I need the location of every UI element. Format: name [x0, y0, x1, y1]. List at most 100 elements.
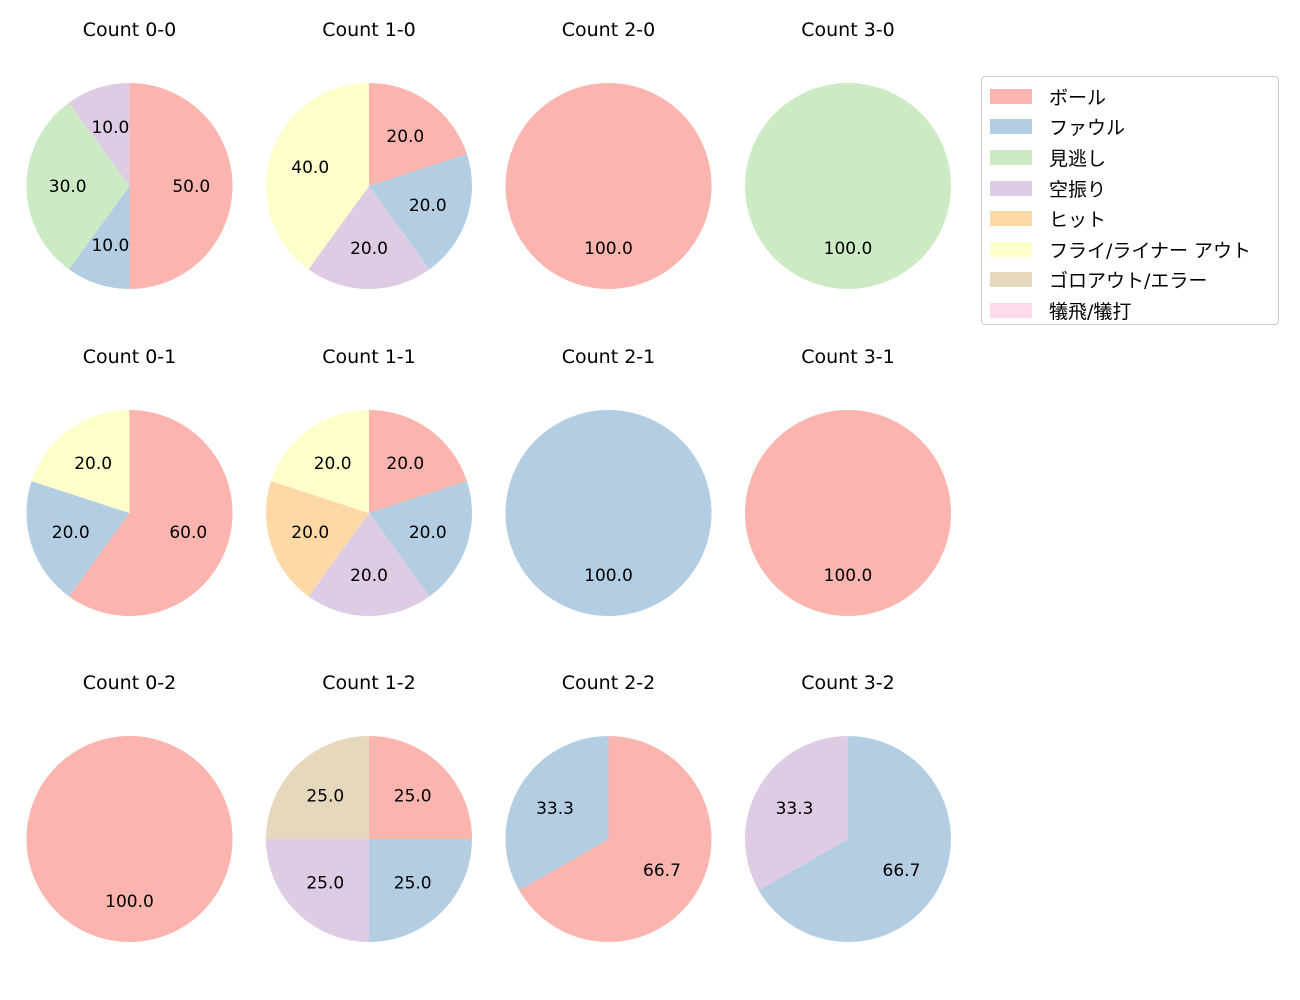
- legend-swatch: [990, 180, 1032, 196]
- slice-value-label: 33.3: [536, 799, 574, 819]
- pie-count-1-0: Count 1-0 20.0 20.0 20.0 40.0: [266, 19, 473, 289]
- legend-label: 空振り: [1049, 178, 1107, 201]
- slice-value-label: 100.0: [584, 566, 633, 586]
- legend-label: ボール: [1049, 86, 1107, 109]
- pie-slice-6: [266, 83, 369, 270]
- legend-swatch: [990, 302, 1032, 318]
- pie-count-0-0: Count 0-0 50.0 10.0 30.0 10.0: [26, 19, 233, 289]
- pie-title: Count 0-0: [83, 19, 177, 41]
- slice-value-label: 10.0: [91, 236, 129, 256]
- pie-count-2-1: Count 2-1 100.0: [505, 346, 712, 616]
- slice-value-label: 40.0: [291, 158, 329, 178]
- slice-value-label: 25.0: [394, 874, 432, 894]
- pie-count-1-1: Count 1-1 20.0 20.0 20.0 20.0 20.0: [266, 346, 472, 616]
- slice-value-label: 25.0: [306, 786, 344, 806]
- slice-value-label: 25.0: [394, 786, 432, 806]
- legend-swatch: [990, 211, 1032, 227]
- legend-item: ボール: [990, 81, 1278, 112]
- slice-value-label: 60.0: [169, 523, 207, 543]
- slice-value-label: 20.0: [291, 523, 329, 543]
- slice-value-label: 20.0: [386, 127, 424, 147]
- slice-value-label: 100.0: [105, 892, 154, 912]
- slice-value-label: 100.0: [584, 239, 633, 259]
- pie-slice-2: [26, 481, 130, 597]
- pie-count-1-2: Count 1-2 25.0 25.0 25.0 25.0: [266, 672, 472, 942]
- pie-slice-3: [26, 102, 130, 270]
- legend-item: ゴロアウト/エラー: [990, 265, 1278, 296]
- pie-slice-1: [519, 736, 712, 943]
- pie-slice-2: [505, 736, 609, 891]
- slice-value-label: 100.0: [824, 239, 873, 259]
- legend-item: フライ/ライナー アウト: [990, 234, 1278, 265]
- pie-slice-6: [271, 410, 369, 513]
- pie-count-2-0: Count 2-0 100.0: [505, 19, 712, 289]
- legend-label: ヒット: [1049, 209, 1107, 232]
- pie-slice-1: [369, 410, 467, 513]
- pie-slice-2: [758, 736, 952, 943]
- slice-value-label: 50.0: [172, 177, 210, 197]
- legend-swatch: [990, 119, 1032, 135]
- pie-title: Count 1-2: [322, 672, 416, 694]
- slice-value-label: 20.0: [74, 454, 112, 474]
- pie-title: Count 0-2: [83, 672, 177, 694]
- pie-title: Count 3-1: [801, 346, 895, 368]
- pie-slice-2: [369, 839, 472, 942]
- pie-slice-1: [129, 83, 233, 289]
- pie-count-2-2: Count 2-2 66.7 33.3: [505, 672, 712, 943]
- slice-value-label: 20.0: [409, 523, 447, 543]
- pie-slice-2: [369, 481, 472, 597]
- pie-slice-1: [505, 83, 712, 289]
- pie-slice-1: [369, 736, 472, 839]
- legend-swatch: [990, 241, 1032, 257]
- legend-label: ゴロアウト/エラー: [1049, 270, 1208, 293]
- pie-title: Count 3-0: [801, 19, 895, 41]
- legend-label: 見逃し: [1049, 147, 1107, 170]
- slice-value-label: 30.0: [49, 177, 87, 197]
- pie-slice-2: [68, 186, 130, 289]
- pie-title: Count 0-1: [83, 346, 177, 368]
- legend-swatch: [990, 88, 1032, 104]
- pie-slice-2: [369, 154, 473, 270]
- slice-value-label: 66.7: [883, 861, 921, 881]
- slice-value-label: 10.0: [91, 118, 129, 138]
- pie-slice-3: [745, 83, 951, 289]
- pie-slice-1: [369, 83, 467, 186]
- legend-item: 見逃し: [990, 142, 1278, 173]
- legend-item: 空振り: [990, 173, 1278, 204]
- pie-slice-4: [308, 186, 430, 289]
- pie-title: Count 2-0: [562, 19, 656, 41]
- pie-slice-4: [68, 83, 130, 186]
- pie-title: Count 1-0: [322, 19, 416, 41]
- legend: ボールファウル見逃し空振りヒットフライ/ライナー アウト ゴロアウト/エラー 犠飛/…: [981, 76, 1279, 325]
- pie-slice-5: [266, 481, 369, 597]
- pie-title: Count 2-2: [562, 672, 656, 694]
- pie-count-3-2: Count 3-2 66.7 33.3: [745, 672, 952, 943]
- pie-slice-7: [266, 736, 369, 839]
- pie-slice-4: [266, 839, 369, 942]
- legend-label: フライ/ライナー アウト: [1049, 239, 1252, 262]
- slice-value-label: 20.0: [409, 196, 447, 216]
- pie-slice-4: [745, 736, 848, 891]
- legend-swatch: [990, 149, 1032, 165]
- pie-count-3-1: Count 3-1 100.0: [745, 346, 951, 616]
- legend-item: 犠飛/犠打: [990, 295, 1278, 326]
- slice-value-label: 20.0: [314, 454, 352, 474]
- pie-count-3-0: Count 3-0 100.0: [745, 19, 951, 289]
- pie-slice-1: [68, 410, 233, 616]
- pie-slice-1: [26, 736, 233, 942]
- pie-slice-4: [308, 513, 430, 616]
- legend-label: ファウル: [1049, 117, 1126, 140]
- slice-value-label: 20.0: [52, 523, 90, 543]
- slice-value-label: 66.7: [643, 861, 681, 881]
- pie-count-0-1: Count 0-1 60.0 20.0 20.0: [26, 346, 233, 616]
- slice-value-label: 20.0: [350, 566, 388, 586]
- slice-value-label: 25.0: [306, 874, 344, 894]
- legend-item: ファウル: [990, 112, 1278, 143]
- pie-slice-1: [745, 410, 951, 616]
- legend-swatch: [990, 272, 1032, 288]
- legend-item: ヒット: [990, 203, 1278, 234]
- pie-title: Count 1-1: [322, 346, 416, 368]
- slice-value-label: 100.0: [824, 566, 873, 586]
- pie-slice-6: [31, 410, 130, 513]
- legend-label: 犠飛/犠打: [1049, 300, 1132, 323]
